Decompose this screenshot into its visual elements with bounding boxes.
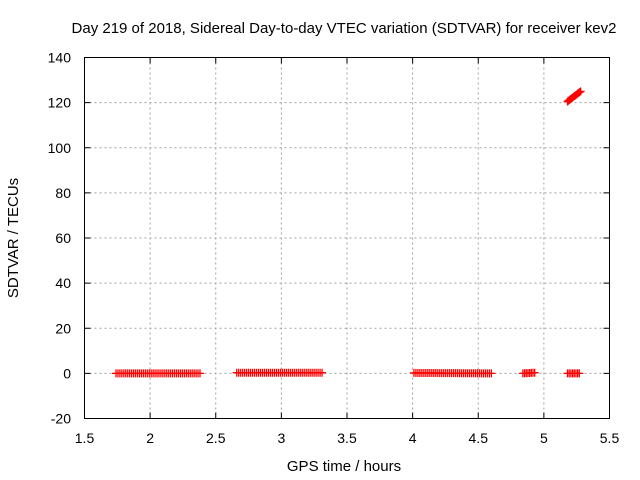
y-tick-label: 60 xyxy=(55,230,71,246)
y-tick-label: 0 xyxy=(63,365,71,381)
x-tick-label: 2 xyxy=(146,430,154,446)
x-tick-label: 1.5 xyxy=(75,430,95,446)
x-tick-label: 5.5 xyxy=(600,430,620,446)
y-tick-labels: -20 0 20 40 60 80 100 120 140 xyxy=(48,50,72,427)
data-point xyxy=(318,368,327,377)
x-tick-label: 5 xyxy=(540,430,548,446)
x-tick-labels: 1.5 2 2.5 3 3.5 4 4.5 5 5.5 xyxy=(75,430,620,446)
data-point xyxy=(575,88,584,97)
y-tick-label: 40 xyxy=(55,275,71,291)
x-tick-label: 3.5 xyxy=(337,430,357,446)
y-tick-label: 80 xyxy=(55,185,71,201)
x-tick-label: 3 xyxy=(277,430,285,446)
data-point xyxy=(530,368,539,377)
y-tick-label: -20 xyxy=(51,411,71,427)
x-tick-label: 4.5 xyxy=(469,430,489,446)
x-tick-label: 2.5 xyxy=(206,430,226,446)
y-tick-label: 20 xyxy=(55,320,71,336)
data-point xyxy=(487,369,496,378)
x-tick-label: 4 xyxy=(409,430,417,446)
data-point xyxy=(575,369,584,378)
data-point xyxy=(576,87,585,96)
tick-marks xyxy=(84,57,610,419)
y-tick-label: 140 xyxy=(48,50,72,66)
data-point xyxy=(196,369,204,378)
x-axis-label: GPS time / hours xyxy=(287,458,401,475)
y-tick-label: 120 xyxy=(48,95,72,111)
y-axis-label: SDTVAR / TECUs xyxy=(5,178,22,298)
y-tick-label: 100 xyxy=(48,140,72,156)
grid-lines xyxy=(84,57,610,419)
chart-title: Day 219 of 2018, Sidereal Day-to-day VTE… xyxy=(72,20,617,37)
data-points xyxy=(112,87,585,378)
